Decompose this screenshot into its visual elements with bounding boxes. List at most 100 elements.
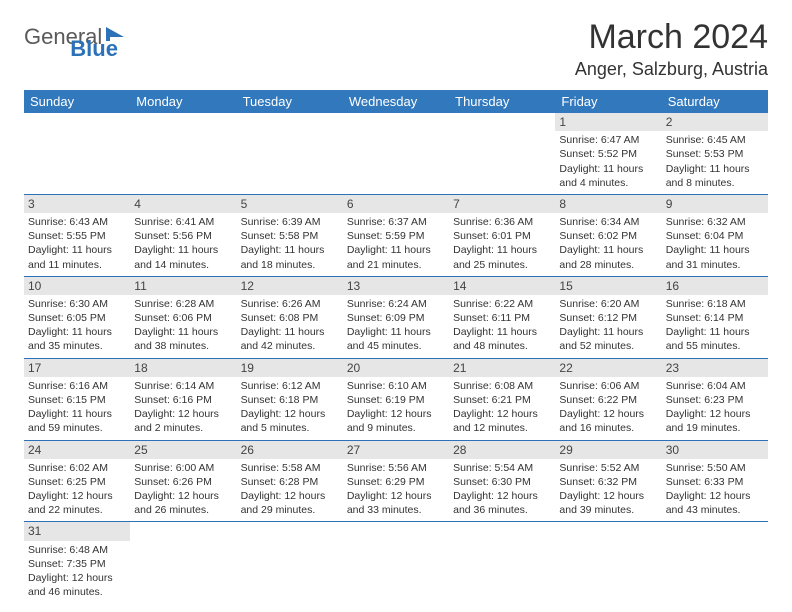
day-number: 19	[237, 359, 343, 377]
daylight-text: Daylight: 11 hours	[666, 243, 764, 257]
calendar-day: 22Sunrise: 6:06 AMSunset: 6:22 PMDayligh…	[555, 358, 661, 440]
sunrise-text: Sunrise: 6:22 AM	[453, 297, 551, 311]
daylight-text: Daylight: 12 hours	[28, 489, 126, 503]
daylight-text: Daylight: 11 hours	[134, 243, 232, 257]
daylight-text: and 38 minutes.	[134, 339, 232, 353]
daylight-text: and 36 minutes.	[453, 503, 551, 517]
calendar-day: 16Sunrise: 6:18 AMSunset: 6:14 PMDayligh…	[662, 276, 768, 358]
sunset-text: Sunset: 6:02 PM	[559, 229, 657, 243]
daylight-text: and 55 minutes.	[666, 339, 764, 353]
calendar-week: 10Sunrise: 6:30 AMSunset: 6:05 PMDayligh…	[24, 276, 768, 358]
daylight-text: Daylight: 12 hours	[134, 489, 232, 503]
daylight-text: and 16 minutes.	[559, 421, 657, 435]
daylight-text: Daylight: 11 hours	[28, 325, 126, 339]
calendar-day: 8Sunrise: 6:34 AMSunset: 6:02 PMDaylight…	[555, 194, 661, 276]
day-number: 6	[343, 195, 449, 213]
sunrise-text: Sunrise: 6:45 AM	[666, 133, 764, 147]
sunrise-text: Sunrise: 6:00 AM	[134, 461, 232, 475]
sunrise-text: Sunrise: 5:54 AM	[453, 461, 551, 475]
sunset-text: Sunset: 5:56 PM	[134, 229, 232, 243]
daylight-text: and 12 minutes.	[453, 421, 551, 435]
daylight-text: Daylight: 12 hours	[559, 489, 657, 503]
calendar-week: 3Sunrise: 6:43 AMSunset: 5:55 PMDaylight…	[24, 194, 768, 276]
sunset-text: Sunset: 6:22 PM	[559, 393, 657, 407]
month-title: March 2024	[575, 18, 768, 57]
sunrise-text: Sunrise: 5:50 AM	[666, 461, 764, 475]
daylight-text: and 22 minutes.	[28, 503, 126, 517]
calendar-day: 19Sunrise: 6:12 AMSunset: 6:18 PMDayligh…	[237, 358, 343, 440]
daylight-text: and 46 minutes.	[28, 585, 126, 599]
daylight-text: and 19 minutes.	[666, 421, 764, 435]
sunrise-text: Sunrise: 6:37 AM	[347, 215, 445, 229]
sunrise-text: Sunrise: 6:26 AM	[241, 297, 339, 311]
daylight-text: and 21 minutes.	[347, 258, 445, 272]
daylight-text: and 2 minutes.	[134, 421, 232, 435]
calendar-day: 15Sunrise: 6:20 AMSunset: 6:12 PMDayligh…	[555, 276, 661, 358]
daylight-text: and 9 minutes.	[347, 421, 445, 435]
sunrise-text: Sunrise: 6:06 AM	[559, 379, 657, 393]
day-number: 24	[24, 441, 130, 459]
day-number: 16	[662, 277, 768, 295]
location: Anger, Salzburg, Austria	[575, 59, 768, 80]
daylight-text: Daylight: 11 hours	[241, 243, 339, 257]
daylight-text: and 48 minutes.	[453, 339, 551, 353]
calendar-day: 18Sunrise: 6:14 AMSunset: 6:16 PMDayligh…	[130, 358, 236, 440]
daylight-text: and 14 minutes.	[134, 258, 232, 272]
day-number: 5	[237, 195, 343, 213]
calendar-day: 21Sunrise: 6:08 AMSunset: 6:21 PMDayligh…	[449, 358, 555, 440]
daylight-text: and 39 minutes.	[559, 503, 657, 517]
sunrise-text: Sunrise: 6:14 AM	[134, 379, 232, 393]
sunrise-text: Sunrise: 6:34 AM	[559, 215, 657, 229]
day-number: 1	[555, 113, 661, 131]
daylight-text: and 29 minutes.	[241, 503, 339, 517]
calendar-empty	[662, 522, 768, 603]
sunset-text: Sunset: 6:12 PM	[559, 311, 657, 325]
daylight-text: and 33 minutes.	[347, 503, 445, 517]
day-header: Thursday	[449, 90, 555, 113]
sunrise-text: Sunrise: 6:20 AM	[559, 297, 657, 311]
calendar-empty	[130, 522, 236, 603]
daylight-text: and 11 minutes.	[28, 258, 126, 272]
day-number: 18	[130, 359, 236, 377]
day-header: Monday	[130, 90, 236, 113]
sunset-text: Sunset: 6:05 PM	[28, 311, 126, 325]
calendar-day: 30Sunrise: 5:50 AMSunset: 6:33 PMDayligh…	[662, 440, 768, 522]
calendar-table: SundayMondayTuesdayWednesdayThursdayFrid…	[24, 90, 768, 603]
daylight-text: and 8 minutes.	[666, 176, 764, 190]
calendar-week: 1Sunrise: 6:47 AMSunset: 5:52 PMDaylight…	[24, 113, 768, 194]
calendar-week: 17Sunrise: 6:16 AMSunset: 6:15 PMDayligh…	[24, 358, 768, 440]
daylight-text: Daylight: 12 hours	[347, 407, 445, 421]
sunrise-text: Sunrise: 6:04 AM	[666, 379, 764, 393]
day-number: 31	[24, 522, 130, 540]
day-header: Sunday	[24, 90, 130, 113]
daylight-text: and 52 minutes.	[559, 339, 657, 353]
header: General Blue March 2024 Anger, Salzburg,…	[24, 18, 768, 80]
sunset-text: Sunset: 6:23 PM	[666, 393, 764, 407]
daylight-text: Daylight: 12 hours	[666, 489, 764, 503]
day-number: 14	[449, 277, 555, 295]
calendar-empty	[343, 522, 449, 603]
daylight-text: Daylight: 11 hours	[559, 325, 657, 339]
calendar-empty	[24, 113, 130, 194]
daylight-text: Daylight: 11 hours	[453, 243, 551, 257]
day-header-row: SundayMondayTuesdayWednesdayThursdayFrid…	[24, 90, 768, 113]
daylight-text: and 26 minutes.	[134, 503, 232, 517]
sunrise-text: Sunrise: 6:24 AM	[347, 297, 445, 311]
sunset-text: Sunset: 6:14 PM	[666, 311, 764, 325]
day-header: Tuesday	[237, 90, 343, 113]
sunrise-text: Sunrise: 6:41 AM	[134, 215, 232, 229]
calendar-week: 31Sunrise: 6:48 AMSunset: 7:35 PMDayligh…	[24, 522, 768, 603]
sunset-text: Sunset: 6:15 PM	[28, 393, 126, 407]
calendar-day: 13Sunrise: 6:24 AMSunset: 6:09 PMDayligh…	[343, 276, 449, 358]
daylight-text: and 25 minutes.	[453, 258, 551, 272]
sunset-text: Sunset: 6:11 PM	[453, 311, 551, 325]
calendar-empty	[237, 113, 343, 194]
sunset-text: Sunset: 6:01 PM	[453, 229, 551, 243]
sunset-text: Sunset: 6:09 PM	[347, 311, 445, 325]
daylight-text: Daylight: 11 hours	[241, 325, 339, 339]
calendar-day: 12Sunrise: 6:26 AMSunset: 6:08 PMDayligh…	[237, 276, 343, 358]
sunrise-text: Sunrise: 6:48 AM	[28, 543, 126, 557]
daylight-text: Daylight: 12 hours	[666, 407, 764, 421]
day-number: 4	[130, 195, 236, 213]
sunset-text: Sunset: 6:32 PM	[559, 475, 657, 489]
